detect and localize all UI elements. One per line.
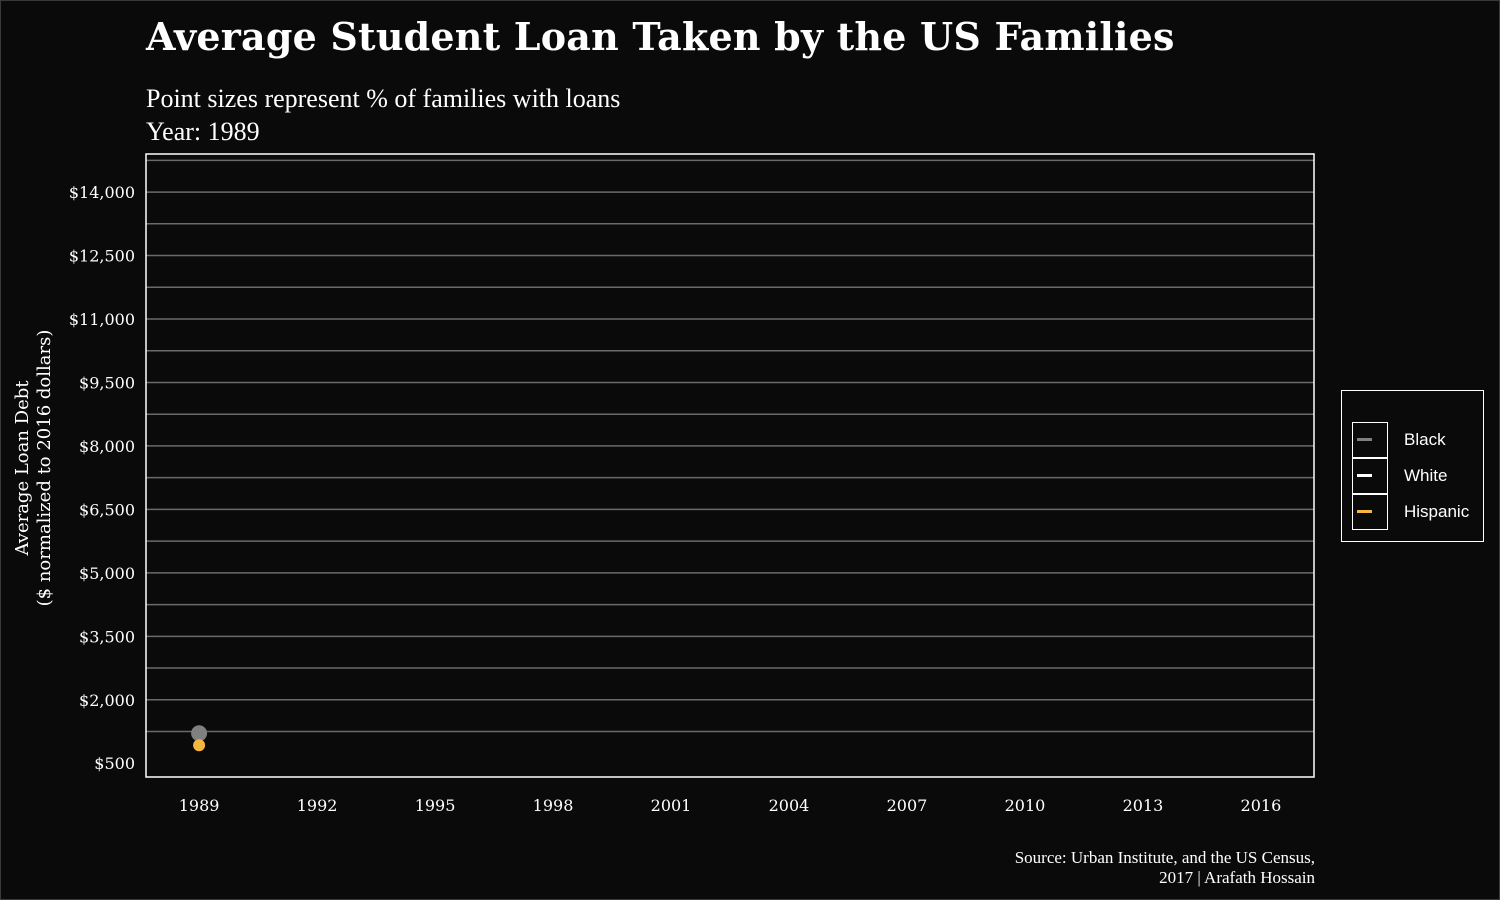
x-tick-labels: 1989 1992 1995 1998 2001 2004 2007 2010 2013 2016	[179, 796, 1282, 815]
plot-panel-border	[145, 153, 1315, 778]
x-tick-label: 1995	[415, 796, 456, 815]
x-tick-label: 2007	[887, 796, 928, 815]
y-tick-label: $6,500	[79, 500, 135, 519]
x-tick-label: 1992	[297, 796, 338, 815]
legend-key	[1352, 422, 1388, 458]
legend-item-white: White	[1352, 458, 1478, 494]
data-points	[191, 725, 208, 752]
caption-line: Source: Urban Institute, and the US Cens…	[1014, 848, 1315, 867]
y-tick-label: $14,000	[69, 183, 135, 202]
data-point-hispanic	[193, 739, 206, 752]
y-tick-label: $500	[94, 754, 135, 773]
y-tick-labels: $500 $2,000 $3,500 $5,000 $6,500 $8,000 $9,500…	[69, 183, 135, 773]
x-tick-label: 2016	[1241, 796, 1282, 815]
y-tick-label: $3,500	[79, 627, 135, 646]
y-tick-label: $11,000	[69, 310, 135, 329]
x-tick-label: 1998	[533, 796, 574, 815]
legend-swatch-white	[1357, 474, 1372, 477]
legend-label-white: White	[1404, 466, 1448, 485]
x-tick-label: 2010	[1005, 796, 1046, 815]
legend: Black White Hispanic	[1341, 390, 1484, 542]
legend-label-black: Black	[1404, 430, 1446, 449]
legend-item-black: Black	[1352, 422, 1478, 458]
x-tick-label: 2013	[1123, 796, 1164, 815]
data-point-black	[191, 725, 208, 742]
legend-key	[1352, 458, 1388, 494]
x-tick-label: 2001	[651, 796, 692, 815]
x-tick-label: 2004	[769, 796, 810, 815]
chart-title: Average Student Loan Taken by the US Fam…	[146, 14, 1175, 59]
legend-swatch-hispanic	[1357, 510, 1372, 513]
subtitle-line: Point sizes represent % of families with…	[146, 84, 621, 113]
y-tick-label: $2,000	[79, 691, 135, 710]
x-tick-label: 1989	[179, 796, 220, 815]
y-tick-label: $9,500	[79, 373, 135, 392]
y-tick-label: $12,500	[69, 247, 135, 266]
chart-subtitle: Point sizes represent % of families with…	[146, 82, 620, 148]
legend-key	[1352, 494, 1388, 530]
subtitle-year: Year: 1989	[146, 117, 260, 146]
legend-label-hispanic: Hispanic	[1404, 502, 1470, 521]
source-caption: Source: Urban Institute, and the US Cens…	[1015, 848, 1315, 888]
y-axis-label-line1: Average Loan Debt	[12, 380, 33, 557]
y-axis-label-line2: ($ normalized to 2016 dollars)	[34, 330, 55, 607]
y-tick-label: $8,000	[79, 437, 135, 456]
legend-swatch-black	[1357, 438, 1372, 441]
legend-item-hispanic: Hispanic	[1352, 494, 1478, 530]
y-tick-label: $5,000	[79, 564, 135, 583]
caption-line: 2017 | Arafath Hossain	[1159, 868, 1315, 887]
grid-lines	[146, 159, 1314, 733]
